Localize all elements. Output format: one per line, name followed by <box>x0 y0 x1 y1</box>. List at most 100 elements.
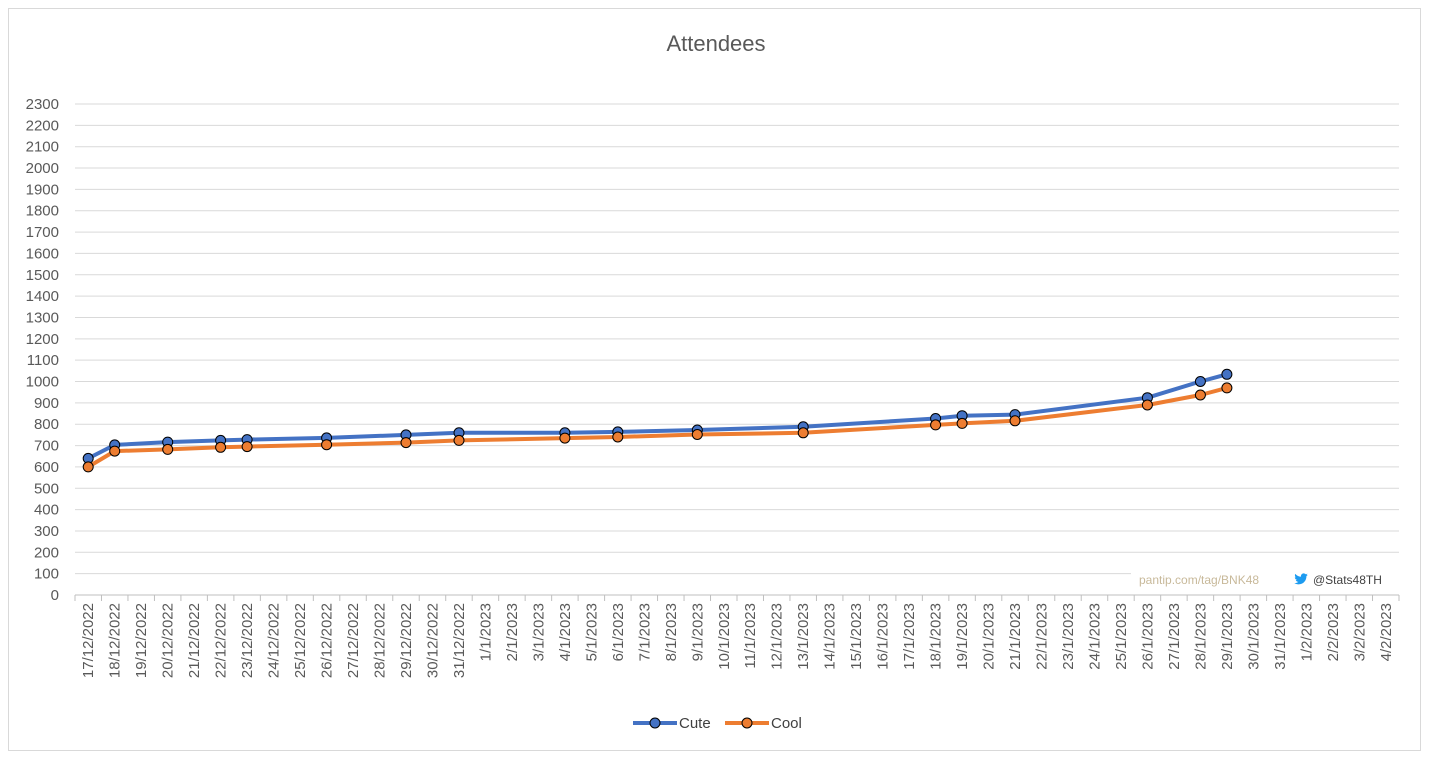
x-tick-label: 23/12/2022 <box>239 603 256 678</box>
y-tick-label: 2200 <box>26 117 59 134</box>
series-cool-point <box>241 441 253 453</box>
x-tick-label: 27/12/2022 <box>345 603 362 678</box>
x-tick-label: 22/12/2022 <box>213 603 230 678</box>
x-tick-label: 29/12/2022 <box>398 603 415 678</box>
y-tick-label: 600 <box>34 459 59 476</box>
y-tick-label: 500 <box>34 480 59 497</box>
watermark-background <box>1131 571 1407 591</box>
x-tick-label: 4/1/2023 <box>557 603 574 661</box>
series-cute-point <box>1194 376 1206 387</box>
series-cool-point <box>1009 415 1021 427</box>
y-tick-label: 800 <box>34 416 59 433</box>
x-tick-label: 23/1/2023 <box>1060 603 1077 670</box>
series-cool-point <box>162 443 174 455</box>
x-tick-label: 3/1/2023 <box>530 603 547 661</box>
x-tick-label: 6/1/2023 <box>610 603 627 661</box>
series-cool-point <box>1221 382 1233 394</box>
x-tick-label: 31/1/2023 <box>1272 603 1289 670</box>
x-tick-label: 18/1/2023 <box>928 603 945 670</box>
series-cute-line <box>87 372 1228 461</box>
watermark: pantip.com/tag/BNK48 @Stats48TH <box>1131 571 1407 591</box>
x-tick-label: 3/2/2023 <box>1351 603 1368 661</box>
x-tick-label: 27/1/2023 <box>1166 603 1183 670</box>
x-tick-label: 21/12/2022 <box>186 603 203 678</box>
x-tick-label: 4/2/2023 <box>1378 603 1395 661</box>
x-tick-label: 18/12/2022 <box>107 603 124 678</box>
x-tick-label: 30/12/2022 <box>424 603 441 678</box>
x-tick-label: 15/1/2023 <box>848 603 865 670</box>
x-tick-label: 31/12/2022 <box>451 603 468 678</box>
series-cool-point <box>930 419 942 431</box>
y-tick-label: 1400 <box>26 288 59 305</box>
series-cool-point <box>82 461 94 473</box>
x-tick-label: 20/12/2022 <box>160 603 177 678</box>
x-tick-label: 8/1/2023 <box>663 603 680 661</box>
y-tick-label: 1700 <box>26 224 59 241</box>
series-cool-point <box>453 434 465 446</box>
y-tick-label: 400 <box>34 502 59 519</box>
y-tick-label: 700 <box>34 438 59 455</box>
series-cool-point <box>956 417 968 429</box>
legend-cool-label: Cool <box>771 715 802 732</box>
x-tick-label: 12/1/2023 <box>769 603 786 670</box>
chart-frame: Attendees 0 100 200 300 400 500 600 700 800 900 10… <box>8 8 1421 751</box>
series-cool-point <box>691 429 703 440</box>
y-tick-label: 2300 <box>26 96 59 113</box>
y-tick-label: 1000 <box>26 374 59 391</box>
x-tick-label: 19/12/2022 <box>133 603 150 678</box>
x-tick-label: 13/1/2023 <box>795 603 812 670</box>
watermark-site: pantip.com/tag/BNK48 <box>1139 573 1259 587</box>
gridlines <box>75 103 1399 575</box>
x-tick-label: 2/2/2023 <box>1325 603 1342 661</box>
y-tick-label: 2000 <box>26 160 59 177</box>
x-tick-label: 9/1/2023 <box>689 603 706 661</box>
x-tick-label: 21/1/2023 <box>1007 603 1024 670</box>
y-tick-label: 1200 <box>26 331 59 348</box>
x-tick-label: 29/1/2023 <box>1219 603 1236 670</box>
legend-cute-marker <box>649 717 661 729</box>
y-tick-label: 1600 <box>26 245 59 262</box>
x-tick-label: 19/1/2023 <box>954 603 971 670</box>
series-cool-point <box>321 439 333 451</box>
x-tick-label: 14/1/2023 <box>822 603 839 670</box>
x-tick-label: 26/12/2022 <box>319 603 336 678</box>
y-tick-label: 1500 <box>26 267 59 284</box>
x-tick-label: 16/1/2023 <box>875 603 892 670</box>
series-cool-point <box>400 437 412 449</box>
y-tick-label: 100 <box>34 566 59 583</box>
x-tick-label: 26/1/2023 <box>1139 603 1156 670</box>
series-cool-point <box>109 445 121 457</box>
x-tick-label: 2/1/2023 <box>504 603 521 661</box>
x-tick-label: 7/1/2023 <box>636 603 653 661</box>
x-tick-label: 10/1/2023 <box>716 603 733 670</box>
series-cool-point <box>1141 399 1153 411</box>
x-tick-label: 22/1/2023 <box>1034 603 1051 670</box>
series-cool-point <box>215 441 227 453</box>
series-cool-point <box>559 432 571 444</box>
series-cool-point <box>612 431 624 443</box>
y-tick-label: 200 <box>34 544 59 561</box>
y-tick-label: 900 <box>34 395 59 412</box>
legend-cute-label: Cute <box>679 715 711 732</box>
x-tick-label: 30/1/2023 <box>1245 603 1262 670</box>
legend: Cute Cool <box>633 715 802 732</box>
x-tick-label: 25/1/2023 <box>1113 603 1130 670</box>
line-chart: Attendees 0 100 200 300 400 500 600 700 800 900 10… <box>26 31 1407 732</box>
y-tick-label: 1800 <box>26 203 59 220</box>
y-tick-label: 1300 <box>26 309 59 326</box>
x-tick-label: 17/12/2022 <box>80 603 97 678</box>
twitter-bird-icon <box>1294 573 1308 585</box>
plot-area <box>82 368 1233 473</box>
chart-title: Attendees <box>666 31 765 56</box>
series-cute-point <box>1221 368 1233 380</box>
y-tick-label: 300 <box>34 523 59 540</box>
y-tick-label: 2100 <box>26 139 59 156</box>
x-tick-label: 25/12/2022 <box>292 603 309 678</box>
x-tick-label: 20/1/2023 <box>981 603 998 670</box>
y-tick-label: 1900 <box>26 181 59 198</box>
x-tick-label: 28/12/2022 <box>372 603 389 678</box>
x-tick-label: 1/2/2023 <box>1298 603 1315 661</box>
y-axis: 0 100 200 300 400 500 600 700 800 900 1000 1100 1200… <box>26 96 59 604</box>
x-tick-label: 24/1/2023 <box>1086 603 1103 670</box>
x-axis: 17/12/2022 18/12/2022 19/12/2022 20/12/2022… <box>74 594 1400 678</box>
